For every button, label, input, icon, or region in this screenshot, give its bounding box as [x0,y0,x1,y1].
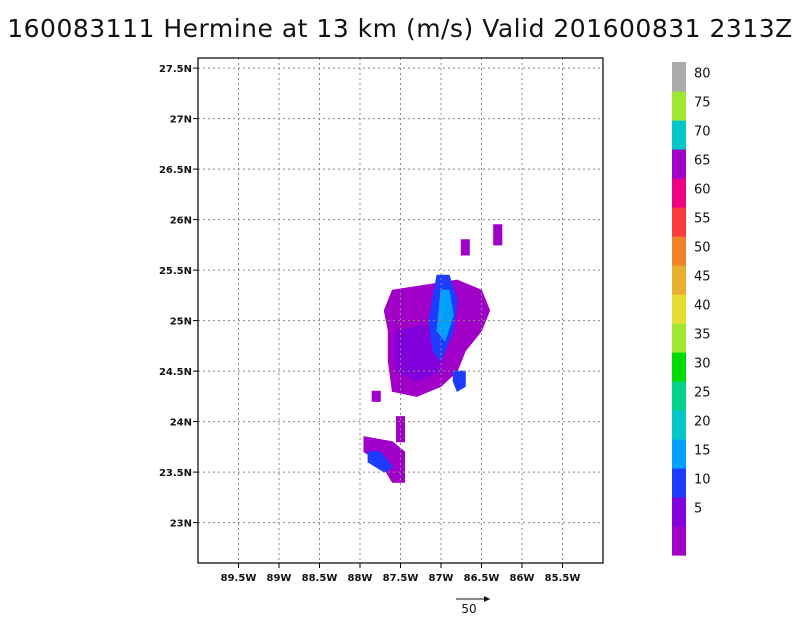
y-tick-label-4: 25N [170,317,192,328]
colorbar-swatch-10 [672,236,686,266]
y-tick-label-3: 24.5N [159,367,192,378]
x-tick-label-3: 88W [348,573,373,584]
colorbar-label-2: 10 [694,473,711,488]
colorbar-label-5: 25 [694,386,711,401]
colorbar-label-6: 30 [694,357,711,372]
colorbar-label-11: 55 [694,212,711,227]
colorbar-label-7: 35 [694,328,711,343]
wind-region-10 [493,224,503,246]
colorbar-swatch-7 [672,323,686,353]
colorbar-label-12: 60 [694,183,711,198]
y-tick-label-5: 25.5N [159,266,192,277]
colorbar-swatch-4 [672,410,686,440]
wind-region-8 [452,370,466,393]
colorbar-swatch-14 [672,120,686,150]
colorbar-label-8: 40 [694,299,711,314]
colorbar-swatch-12 [672,178,686,208]
y-tick-label-2: 24N [170,418,192,429]
x-axis-ticks: 89.5W 89W 88.5W 88W 87.5W 87W 86.5W 86W 85.5W [221,563,581,584]
colorbar-swatch-16 [672,62,686,92]
colorbar-swatch-2 [672,468,686,498]
colorbar-label-3: 15 [694,444,711,459]
colorbar-label-13: 65 [694,154,711,169]
x-tick-label-5: 87W [429,573,454,584]
colorbar-swatch-1 [672,497,686,527]
x-tick-label-7: 86W [510,573,535,584]
colorbar-swatch-0 [672,526,686,556]
colorbar-swatch-3 [672,439,686,469]
colorbar-swatch-5 [672,381,686,411]
y-tick-label-1: 23.5N [159,468,192,479]
colorbar-swatch-15 [672,91,686,121]
colorbar-label-14: 70 [694,125,711,140]
wind-region-7 [371,390,381,402]
y-tick-label-0: 23N [170,519,192,530]
chart-title: 160083111 Hermine at 13 km (m/s) Valid 2… [7,14,793,43]
x-tick-label-2: 88.5W [302,573,338,584]
colorbar-label-9: 45 [694,270,711,285]
y-tick-label-9: 27.5N [159,64,192,75]
y-axis-ticks: 23N 23.5N 24N 24.5N 25N 25.5N 26N 26.5N 27N 27.5N [159,64,198,530]
colorbar-swatch-11 [672,207,686,237]
colorbar-label-10: 50 [694,241,711,256]
colorbar-label-1: 5 [694,502,702,517]
colorbar-label-15: 75 [694,96,711,111]
reference-arrow-head [484,596,490,602]
y-tick-label-6: 26N [170,216,192,227]
x-tick-label-8: 85.5W [545,573,581,584]
wind-region-1 [396,325,442,382]
colorbar: 5 10 15 20 25 30 35 40 45 50 55 60 65 70 75 80 [672,62,711,556]
x-tick-label-0: 89.5W [221,573,257,584]
colorbar-swatch-8 [672,294,686,324]
colorbar-swatch-9 [672,265,686,295]
colorbar-swatch-6 [672,352,686,382]
y-tick-label-8: 27N [170,115,192,126]
colorbar-label-16: 80 [694,67,711,82]
x-tick-label-1: 89W [267,573,292,584]
colorbar-label-4: 20 [694,415,711,430]
colorbar-swatch-13 [672,149,686,179]
reference-vector: 50 [456,596,490,616]
wind-region-9 [460,239,470,256]
wind-region-5 [367,451,394,473]
y-tick-label-7: 26.5N [159,165,192,176]
gridlines [198,58,603,563]
x-tick-label-4: 87.5W [383,573,419,584]
reference-vector-label: 50 [461,602,476,616]
wind-regions [363,224,503,483]
x-tick-label-6: 86.5W [464,573,500,584]
